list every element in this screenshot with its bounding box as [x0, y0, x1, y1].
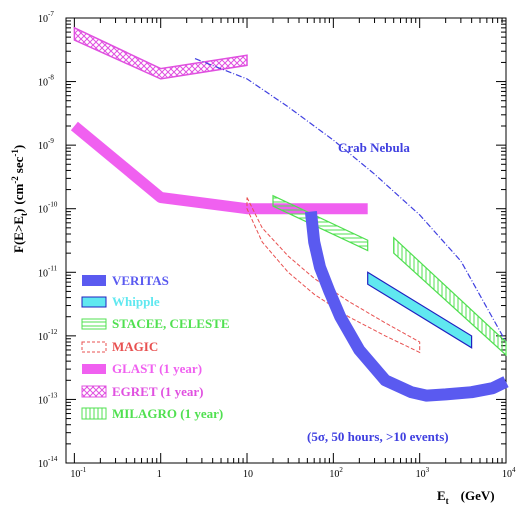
y-tick-label-exp: -12	[48, 328, 58, 336]
y-axis-title-unit-exp1: -2	[10, 176, 20, 184]
y-tick-label-base: 10	[38, 332, 48, 343]
y-tick-label: 10-13	[38, 391, 58, 406]
legend-swatch-milagro	[81, 407, 107, 420]
x-tick-label-exp: 4	[512, 466, 516, 474]
y-axis-title-unit-exp2: -1	[10, 149, 20, 157]
x-tick-labels: 10-1 1 10 102 103 104	[70, 466, 516, 480]
legend-label-veritas: VERITAS	[112, 273, 169, 288]
x-tick-label-base: 1	[157, 469, 162, 480]
y-axis-title-unit-close: )	[11, 145, 26, 149]
x-tick-label: 102	[329, 466, 343, 480]
x-tick-label: 10	[243, 469, 253, 480]
legend-label-stacee: STACEE, CELESTE	[112, 316, 230, 331]
legend-label-magic: MAGIC	[112, 339, 158, 354]
x-tick-label: 104	[502, 466, 516, 480]
y-tick-label-exp: -11	[48, 264, 58, 272]
magic-outline	[246, 197, 421, 354]
y-tick-label: 10-7	[38, 10, 54, 25]
y-tick-label-exp: -9	[48, 137, 54, 145]
x-tick-label-base: 10	[243, 469, 253, 480]
x-axis-title-main: E	[437, 488, 446, 503]
y-tick-label-base: 10	[38, 268, 48, 279]
y-axis-title-main: F(E>E	[11, 216, 26, 253]
x-axis-title-unit: (GeV)	[461, 488, 495, 503]
legend-swatch-veritas	[82, 275, 106, 286]
legend-swatch-stacee	[81, 318, 107, 330]
y-axis-title: F(E>Et) (cm-2 sec-1)	[10, 145, 29, 253]
y-tick-label-base: 10	[38, 205, 48, 216]
legend-swatch-egret	[81, 385, 107, 398]
x-tick-label-exp: -1	[80, 466, 86, 474]
y-tick-label: 10-11	[38, 264, 58, 279]
y-tick-label-exp: -10	[48, 201, 58, 209]
milagro-band	[393, 236, 507, 357]
x-tick-label-exp: 2	[339, 466, 343, 474]
legend-label-whipple: Whipple	[112, 294, 160, 309]
whipple-band	[367, 271, 473, 349]
y-tick-label-base: 10	[38, 14, 48, 25]
legend-label-glast: GLAST (1 year)	[112, 361, 202, 376]
legend-swatch-glast	[82, 364, 106, 374]
legend-label-egret: EGRET (1 year)	[112, 384, 203, 399]
x-axis-title: Et (GeV)	[437, 488, 495, 506]
veritas-curve	[304, 210, 509, 402]
x-tick-label: 1	[157, 469, 162, 480]
stacee-band	[272, 194, 369, 252]
x-tick-label-base: 10	[502, 469, 512, 480]
x-tick-label: 10-1	[70, 466, 86, 480]
y-axis-title-sub: t	[19, 213, 29, 216]
x-tick-label-base: 10	[416, 469, 426, 480]
crab-nebula-label: Crab Nebula	[338, 140, 410, 155]
legend: VERITAS Whipple STACEE, CELESTE MAGIC GL…	[81, 273, 230, 421]
x-tick-label-exp: 3	[426, 466, 430, 474]
y-tick-label: 10-10	[38, 201, 58, 216]
y-tick-label-exp: -13	[48, 391, 58, 399]
y-tick-label-exp: -8	[48, 74, 54, 82]
y-tick-label: 10-12	[38, 328, 58, 343]
legend-label-milagro: MILAGRO (1 year)	[112, 406, 223, 421]
y-axis-title-unit-open: (cm	[11, 184, 26, 205]
egret-band	[73, 26, 248, 80]
y-tick-label-base: 10	[38, 459, 48, 470]
y-tick-label: 10-8	[38, 74, 54, 89]
y-tick-label-base: 10	[38, 141, 48, 152]
y-tick-label-base: 10	[38, 395, 48, 406]
y-tick-label-exp: -14	[48, 455, 58, 463]
y-tick-label: 10-14	[38, 455, 58, 470]
crab-nebula-curve	[194, 58, 507, 343]
x-tick-label-base: 10	[329, 469, 339, 480]
y-tick-label-exp: -7	[48, 10, 54, 18]
conditions-label: (5σ, 50 hours, >10 events)	[307, 429, 449, 444]
legend-swatch-magic	[81, 341, 107, 353]
series-layer	[70, 26, 509, 402]
x-axis-title-sub: t	[446, 496, 449, 506]
plot-frame	[65, 17, 507, 464]
x-tick-label-base: 10	[70, 469, 80, 480]
x-tick-label: 103	[416, 466, 430, 480]
legend-swatch-whipple	[81, 296, 107, 308]
y-tick-label: 10-9	[38, 137, 54, 152]
y-axis-title-unit-mid: sec	[11, 156, 26, 173]
y-tick-label-base: 10	[38, 78, 48, 89]
glast-curve	[70, 121, 368, 215]
y-axis-title-close: )	[11, 209, 26, 213]
